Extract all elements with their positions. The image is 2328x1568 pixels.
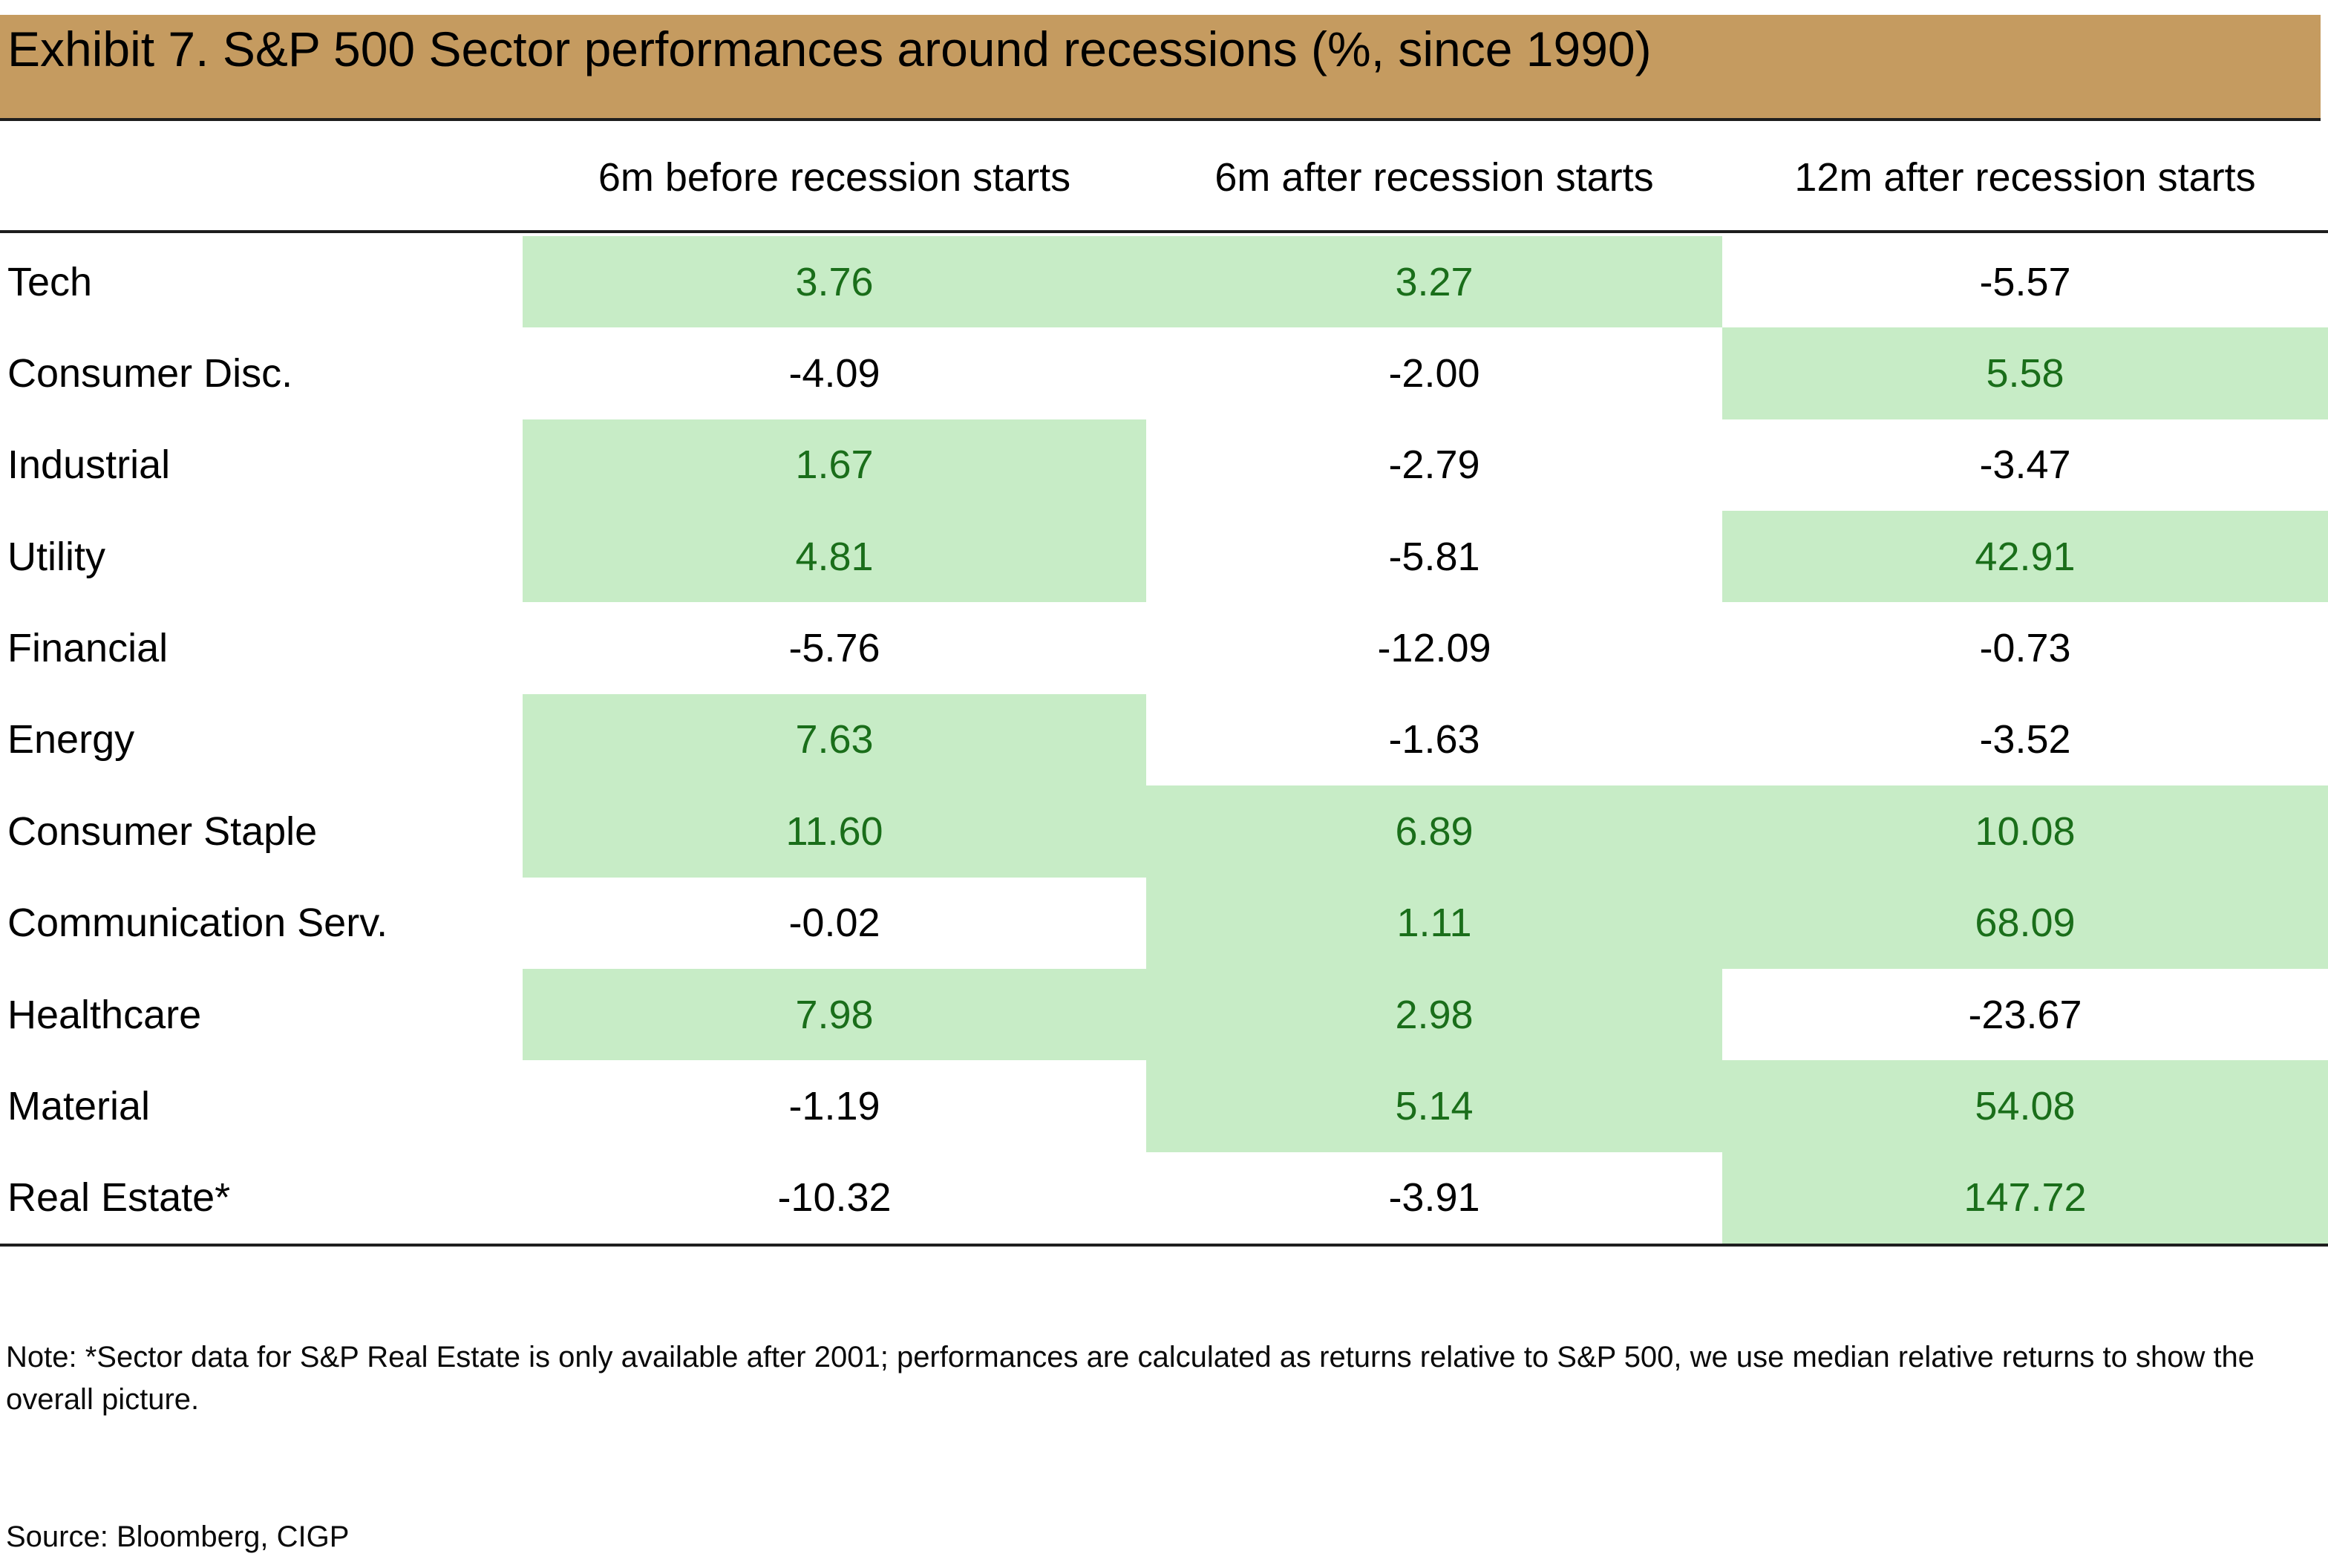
value-cell: 3.27 — [1146, 236, 1722, 328]
value-cell: 42.91 — [1722, 511, 2328, 603]
table-body: Tech 3.76 3.27 -5.57 Consumer Disc. -4.0… — [0, 236, 2328, 1247]
row-label: Energy — [7, 717, 135, 762]
value-cell: 1.11 — [1146, 877, 1722, 969]
value-cell: 1.67 — [523, 419, 1146, 512]
value-cell: -5.57 — [1979, 259, 2071, 304]
value-cell: 54.08 — [1722, 1060, 2328, 1152]
value-cell: -3.52 — [1979, 717, 2071, 762]
table-row: Industrial 1.67 -2.79 -3.47 — [0, 419, 2328, 512]
table-row: Energy 7.63 -1.63 -3.52 — [0, 693, 2328, 786]
table-header-row: 6m before recession starts 6m after rece… — [0, 124, 2328, 233]
row-label: Financial — [7, 626, 169, 671]
value-cell: 5.14 — [1146, 1060, 1722, 1152]
value-cell: -1.19 — [788, 1083, 880, 1128]
value-cell: -12.09 — [1377, 626, 1491, 671]
column-header-6m-after: 6m after recession starts — [1214, 154, 1654, 200]
footnote: Note: *Sector data for S&P Real Estate i… — [6, 1341, 2255, 1416]
value-cell: -0.02 — [788, 901, 880, 946]
row-label: Material — [7, 1083, 151, 1128]
value-cell: -0.73 — [1979, 626, 2071, 671]
row-label: Tech — [7, 259, 93, 304]
value-cell: 5.58 — [1722, 327, 2328, 419]
value-cell: -2.00 — [1388, 351, 1480, 396]
row-label: Healthcare — [7, 992, 202, 1037]
row-label: Real Estate* — [7, 1175, 231, 1221]
value-cell: 4.81 — [523, 511, 1146, 603]
row-label: Industrial — [7, 442, 171, 488]
source-line: Source: Bloomberg, CIGP — [6, 1520, 350, 1553]
value-cell: -3.91 — [1388, 1175, 1480, 1221]
value-cell: 147.72 — [1722, 1152, 2328, 1244]
value-cell: 6.89 — [1146, 785, 1722, 878]
column-header-12m-after: 12m after recession starts — [1794, 154, 2256, 200]
table-row: Material -1.19 5.14 54.08 — [0, 1060, 2328, 1152]
table-row: Consumer Staple 11.60 6.89 10.08 — [0, 785, 2328, 878]
row-label: Communication Serv. — [7, 901, 388, 946]
row-label: Consumer Staple — [7, 808, 318, 854]
value-cell: 3.76 — [523, 236, 1146, 328]
table-row: Tech 3.76 3.27 -5.57 — [0, 236, 2328, 328]
value-cell: 2.98 — [1146, 968, 1722, 1061]
table-row: Financial -5.76 -12.09 -0.73 — [0, 602, 2328, 693]
value-cell: 7.63 — [523, 693, 1146, 786]
value-cell: -2.79 — [1388, 442, 1480, 488]
value-cell: -3.47 — [1979, 442, 2071, 488]
table-row: Healthcare 7.98 2.98 -23.67 — [0, 968, 2328, 1061]
table-row: Utility 4.81 -5.81 42.91 — [0, 511, 2328, 603]
value-cell: -5.81 — [1388, 534, 1480, 579]
value-cell: -1.63 — [1388, 717, 1480, 762]
value-cell: 68.09 — [1722, 877, 2328, 969]
value-cell: -10.32 — [777, 1175, 892, 1221]
value-cell: -23.67 — [1968, 992, 2082, 1037]
value-cell: 7.98 — [523, 968, 1146, 1061]
value-cell: 11.60 — [523, 785, 1146, 878]
value-cell: -5.76 — [788, 626, 880, 671]
table-row: Consumer Disc. -4.09 -2.00 5.58 — [0, 327, 2328, 419]
title-bar: Exhibit 7. S&P 500 Sector performances a… — [0, 15, 2321, 121]
table-row: Real Estate* -10.32 -3.91 147.72 — [0, 1152, 2328, 1244]
row-label: Utility — [7, 534, 105, 579]
value-cell: -4.09 — [788, 351, 880, 396]
row-label: Consumer Disc. — [7, 351, 293, 396]
page-title: Exhibit 7. S&P 500 Sector performances a… — [7, 22, 1652, 76]
value-cell: 10.08 — [1722, 785, 2328, 878]
column-header-6m-before: 6m before recession starts — [598, 154, 1071, 200]
table-row: Communication Serv. -0.02 1.11 68.09 — [0, 877, 2328, 969]
